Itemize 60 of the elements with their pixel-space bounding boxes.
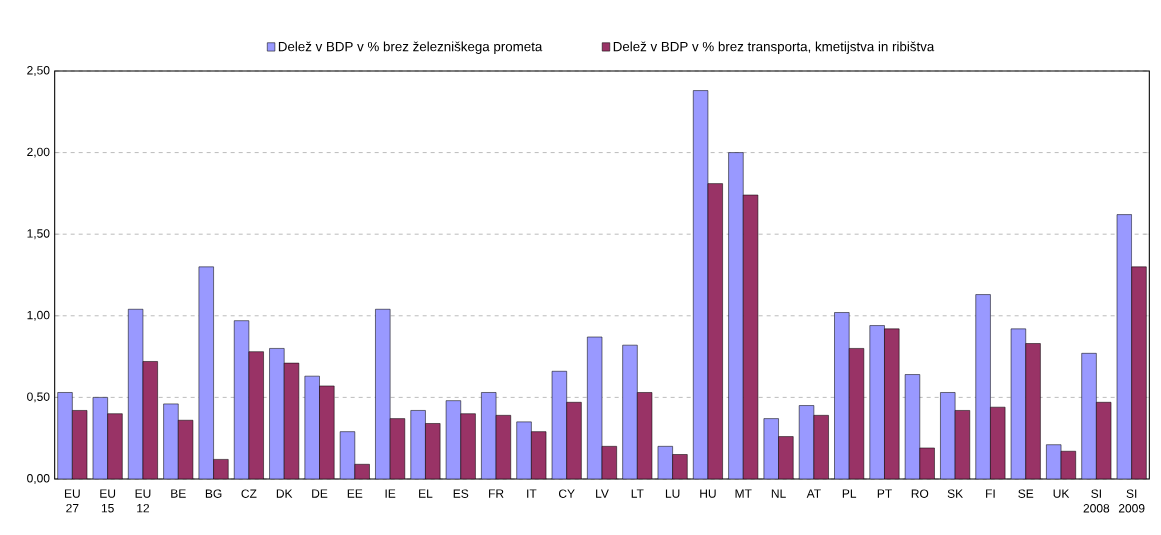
- bar: [975, 294, 991, 479]
- x-tick-label: ES: [453, 489, 469, 498]
- x-tick-label: LU: [665, 489, 680, 498]
- x-tick-label: EU 27: [64, 489, 80, 513]
- bar: [884, 328, 900, 479]
- x-tick-label: RO: [911, 489, 929, 498]
- bar: [269, 348, 285, 479]
- x-tick-label: EE: [347, 489, 363, 498]
- x-tick-label: EL: [419, 489, 433, 498]
- bar: [566, 402, 582, 479]
- bar: [107, 413, 123, 479]
- bar: [672, 454, 688, 479]
- x-tick-label: UK: [1053, 489, 1070, 498]
- bar: [869, 325, 885, 479]
- bar: [834, 312, 850, 479]
- x-tick-label: MT: [735, 489, 752, 498]
- x-tick-label: IE: [385, 489, 396, 498]
- bar: [728, 152, 744, 479]
- x-tick-label: SK: [947, 489, 963, 498]
- bar: [304, 375, 320, 479]
- x-tick-label: PT: [877, 489, 892, 498]
- legend-label: Delež v BDP v % brez transporta, kmetijstva in ribištva: [613, 41, 935, 54]
- bar: [622, 344, 638, 479]
- legend-label: Delež v BDP v % brez železniškega prometa: [278, 41, 543, 54]
- x-tick-label: IT: [527, 489, 537, 498]
- bar: [410, 410, 426, 479]
- x-tick-label: EU 12: [135, 489, 151, 513]
- x-tick-label: CY: [558, 489, 575, 498]
- bar: [57, 392, 73, 479]
- bar: [163, 403, 179, 479]
- y-tick-label: 0,00: [27, 474, 50, 484]
- x-tick-label: BG: [205, 489, 222, 498]
- x-tick-label: FI: [986, 489, 995, 498]
- x-tick-label: PL: [842, 489, 857, 498]
- y-tick-label: 2,50: [27, 66, 50, 76]
- x-tick-label: CZ: [241, 489, 257, 498]
- x-tick-label: LT: [631, 489, 644, 498]
- bar: [319, 385, 335, 479]
- x-tick-label: FR: [489, 489, 504, 498]
- y-tick-label: 1,00: [27, 310, 50, 321]
- x-tick-label: BE: [171, 489, 186, 498]
- x-tick-label: AT: [806, 489, 821, 498]
- x-tick-label: DE: [312, 489, 328, 498]
- x-tick-label: NL: [771, 489, 786, 498]
- bar: [1081, 353, 1097, 479]
- x-tick-label: LV: [596, 489, 609, 498]
- bar: [516, 421, 532, 479]
- x-tick-label: SI 2008: [1083, 489, 1110, 513]
- bar: [778, 436, 794, 479]
- x-tick-label: HU: [700, 489, 716, 498]
- x-tick-label: SI 2009: [1118, 489, 1145, 513]
- bar: [1025, 343, 1041, 479]
- x-tick-label: SE: [1018, 489, 1034, 498]
- bar: [460, 413, 476, 479]
- y-tick-label: 0,50: [27, 392, 50, 403]
- bar: [1131, 266, 1147, 479]
- x-tick-label: EU 15: [100, 489, 116, 513]
- x-tick-label: DK: [276, 489, 293, 498]
- y-tick-label: 1,50: [27, 229, 50, 240]
- y-tick-label: 2,00: [27, 147, 50, 158]
